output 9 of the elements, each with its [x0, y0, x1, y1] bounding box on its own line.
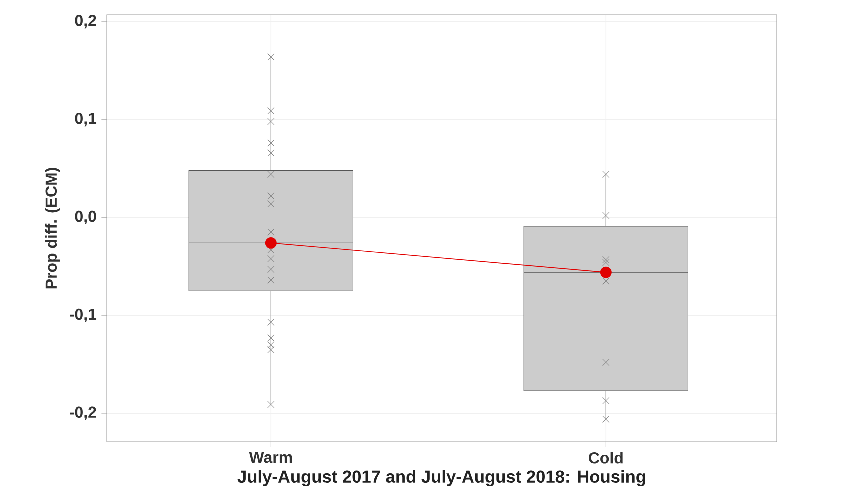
y-tick-label: -0,1	[70, 308, 97, 322]
y-tick-label: 0,1	[75, 112, 97, 127]
y-tick-label: 0,0	[75, 210, 96, 225]
x-tick-label: Cold	[589, 452, 623, 464]
y-tick-label: 0,2	[75, 15, 96, 29]
x-axis-title: July-August 2017 and July-August 2018: Housing	[238, 470, 646, 487]
x-tick-label: Warm	[249, 452, 292, 464]
y-tick-label: -0,2	[70, 406, 96, 420]
y-axis-title: Prop diff. (ECM)	[45, 168, 60, 289]
